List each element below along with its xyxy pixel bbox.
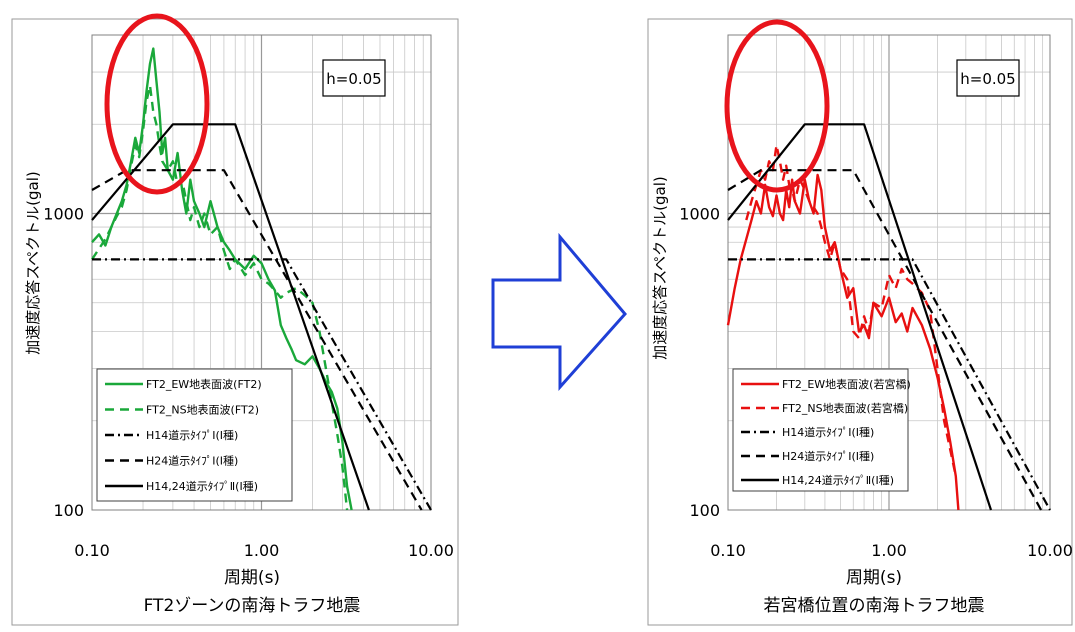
series-line xyxy=(726,173,960,511)
x-tick-label: 0.10 xyxy=(710,541,746,560)
y-tick-label: 1000 xyxy=(43,205,84,224)
series-line xyxy=(727,169,1043,511)
legend-box xyxy=(732,368,909,492)
annotation-box: h=0.05 xyxy=(956,59,1020,97)
legend: FT2_EW地表面波(若宮橋) FT2_NS地表面波(若宮橋) H14道示ﾀｲﾌﾟⅠ… xyxy=(732,368,911,492)
legend-label: H24道示ﾀｲﾌﾟⅠ(Ⅰ種) xyxy=(146,454,238,468)
series-line xyxy=(91,47,353,511)
series-line xyxy=(92,258,432,511)
legend-label: FT2_NS地表面波(若宮橋) xyxy=(782,401,908,415)
chart-title: 若宮橋位置の南海トラフ地震 xyxy=(764,596,985,616)
x-axis-label: 周期(s) xyxy=(846,568,902,588)
legend-label: FT2_EW地表面波(FT2) xyxy=(146,377,262,391)
x-tick-label: 1.00 xyxy=(871,541,907,560)
y-tick-label: 1000 xyxy=(679,205,720,224)
plot-frame xyxy=(91,34,432,511)
annotation-label: h=0.05 xyxy=(960,70,1015,88)
series-line xyxy=(90,84,349,511)
annotation-box: h=0.05 xyxy=(322,59,386,97)
right-arrow-icon xyxy=(491,232,627,391)
legend-label: H14,24道示ﾀｲﾌﾟⅡ(Ⅰ種) xyxy=(782,473,894,487)
chart-panel-wakamiya: 0.10 1.00 10.00 100 1000 加速度応答スペクトル(gal) 周期(… xyxy=(647,18,1073,626)
chart-title: FT2ゾーンの南海トラフ地震 xyxy=(144,596,361,616)
series-line xyxy=(727,123,993,511)
legend: FT2_EW地表面波(FT2) FT2_NS地表面波(FT2) H14道示ﾀｲﾌﾟⅠ… xyxy=(96,368,293,502)
x-tick-label: 10.00 xyxy=(408,541,454,560)
legend-label: H24道示ﾀｲﾌﾟⅠ(Ⅰ種) xyxy=(782,449,874,463)
x-axis-label: 周期(s) xyxy=(224,568,280,588)
x-tick-label: 10.00 xyxy=(1027,541,1073,560)
legend-label: H14道示ﾀｲﾌﾟⅠ(Ⅰ種) xyxy=(782,425,874,439)
series-layer xyxy=(726,123,1051,511)
tick-labels: 0.10 1.00 10.00 100 1000 xyxy=(679,205,1073,560)
legend-label: H14道示ﾀｲﾌﾟⅠ(Ⅰ種) xyxy=(146,428,238,442)
legend-label: FT2_NS地表面波(FT2) xyxy=(146,403,259,417)
highlight-circle xyxy=(724,19,830,193)
x-tick-label: 0.10 xyxy=(74,541,110,560)
y-axis-label: 加速度応答スペクトル(gal) xyxy=(24,171,42,355)
series-line xyxy=(91,169,423,511)
legend-label: H14,24道示ﾀｲﾌﾟⅡ(Ⅰ種) xyxy=(146,479,258,493)
y-tick-label: 100 xyxy=(53,501,84,520)
legend-label: FT2_EW地表面波(若宮橋) xyxy=(782,377,911,391)
y-axis-label: 加速度応答スペクトル(gal) xyxy=(651,176,669,360)
y-tick-label: 100 xyxy=(689,501,720,520)
tick-labels: 0.10 1.00 10.00 100 1000 xyxy=(43,205,454,560)
series-line xyxy=(745,143,957,477)
grid xyxy=(728,35,1050,510)
chart-panel-ft2: 0.10 1.00 10.00 100 1000 加速度応答スペクトル(gal) 周期(… xyxy=(11,13,459,626)
annotation-label: h=0.05 xyxy=(326,70,381,88)
highlight-circle xyxy=(104,13,210,195)
panel-frame xyxy=(647,18,1073,626)
plot-frame xyxy=(727,34,1051,511)
x-tick-label: 1.00 xyxy=(244,541,280,560)
series-line xyxy=(728,258,1051,511)
